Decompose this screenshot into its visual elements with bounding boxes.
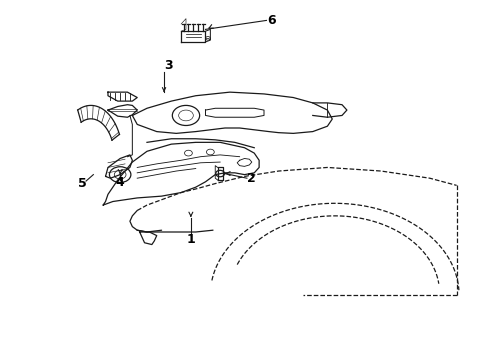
Text: 6: 6 — [266, 14, 275, 27]
Text: 1: 1 — [186, 233, 195, 246]
Text: 2: 2 — [247, 172, 256, 185]
Text: 3: 3 — [164, 59, 173, 72]
Text: 5: 5 — [78, 177, 87, 190]
Text: 4: 4 — [116, 176, 124, 189]
